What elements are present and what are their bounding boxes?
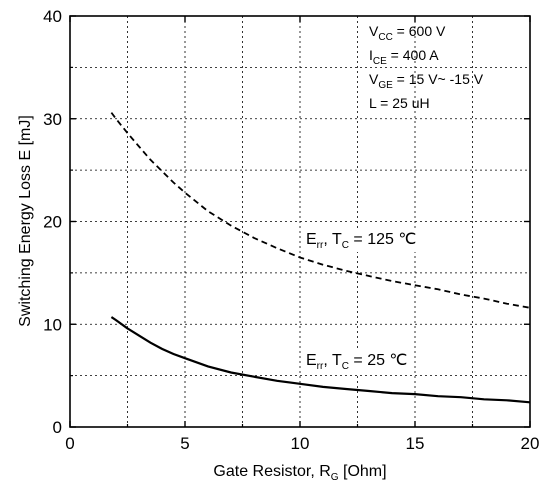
y-tick-label: 30 <box>43 110 62 129</box>
x-tick-label: 0 <box>65 434 74 453</box>
x-tick-label: 5 <box>180 434 189 453</box>
x-tick-label: 15 <box>406 434 425 453</box>
y-tick-label: 20 <box>43 213 62 232</box>
y-tick-label: 0 <box>53 418 62 437</box>
x-axis-title-main: Gate Resistor, R <box>213 463 330 480</box>
y-tick-label: 40 <box>43 7 62 26</box>
y-tick-label: 10 <box>43 315 62 334</box>
x-tick-label: 10 <box>291 434 310 453</box>
y-axis-title: Switching Energy Loss E [mJ] <box>17 115 34 327</box>
x-tick-label: 20 <box>521 434 540 453</box>
x-axis-title-unit: [Ohm] <box>339 463 387 480</box>
condition-l: L = 25 uH <box>369 95 430 111</box>
